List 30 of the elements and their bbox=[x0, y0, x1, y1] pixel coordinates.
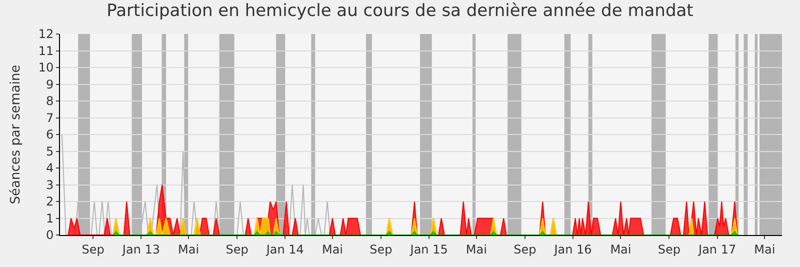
y-tick-label: 2 bbox=[46, 194, 54, 209]
x-tick-label: Mai bbox=[322, 242, 344, 256]
y-tick-label: 5 bbox=[46, 144, 54, 158]
x-tick-label: Sep bbox=[514, 242, 536, 256]
x-tick-label: Sep bbox=[82, 242, 104, 256]
y-tick-label: 9 bbox=[46, 77, 54, 92]
y-tick-label: 8 bbox=[46, 94, 54, 108]
y-tick-label: 11 bbox=[38, 44, 54, 58]
x-tick-label: Mai bbox=[466, 242, 487, 256]
chart-title: Participation en hemicycle au cours de sa dernière année de mandat bbox=[106, 0, 694, 21]
x-tick-label: Jan 15 bbox=[409, 242, 448, 256]
x-tick-label: Jan 17 bbox=[698, 242, 736, 256]
y-tick-label: 3 bbox=[46, 178, 54, 192]
x-tick-label: Jan 14 bbox=[265, 242, 304, 256]
x-tick-label: Sep bbox=[226, 242, 248, 256]
y-axis-title: Séances par semaine bbox=[8, 64, 24, 204]
x-tick-label: Mai bbox=[754, 242, 776, 256]
x-tick-label: Mai bbox=[178, 242, 200, 256]
y-tick-label: 6 bbox=[46, 128, 54, 142]
x-tick-label: Jan 13 bbox=[121, 242, 160, 256]
x-tick-label: Jan 16 bbox=[553, 242, 592, 256]
y-tick-label: 10 bbox=[38, 60, 54, 75]
x-tick-label: Sep bbox=[658, 242, 681, 256]
y-tick-label: 4 bbox=[46, 161, 54, 176]
x-tick-label: Mai bbox=[610, 242, 632, 256]
y-tick-label: 12 bbox=[38, 27, 54, 42]
y-tick-label: 0 bbox=[46, 228, 54, 242]
y-tick-label: 7 bbox=[46, 110, 54, 125]
x-tick-label: Sep bbox=[370, 242, 392, 256]
y-tick-label: 1 bbox=[46, 211, 54, 226]
